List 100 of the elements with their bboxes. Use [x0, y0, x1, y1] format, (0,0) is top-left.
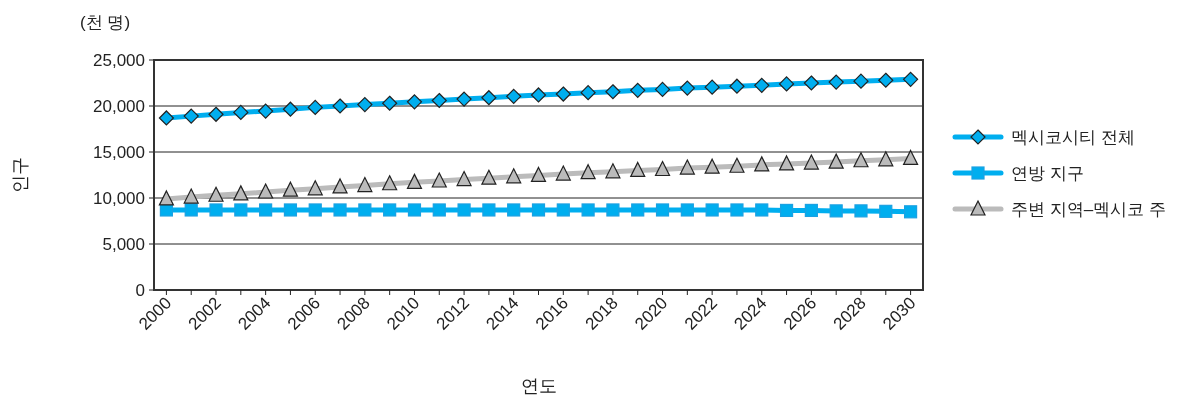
- point: [282, 181, 299, 197]
- point: [530, 166, 547, 183]
- point: [283, 203, 298, 217]
- point: [853, 73, 869, 89]
- point: [258, 103, 274, 119]
- point: [605, 84, 621, 100]
- point: [755, 203, 769, 217]
- point: [282, 101, 299, 117]
- point: [357, 176, 373, 193]
- x-axis-title: 연도: [520, 376, 557, 396]
- point: [432, 203, 446, 217]
- point: [754, 77, 770, 93]
- y-tick-label: 10,000: [93, 189, 145, 208]
- point: [507, 203, 521, 217]
- point: [431, 92, 447, 109]
- point: [679, 80, 695, 96]
- point: [358, 203, 372, 217]
- legend-label: 연방 지구: [1011, 164, 1084, 183]
- point: [531, 203, 546, 217]
- point: [183, 108, 199, 124]
- point: [259, 203, 273, 217]
- point: [729, 157, 745, 173]
- point: [382, 175, 398, 191]
- point: [605, 163, 621, 179]
- text: (천 명): [80, 13, 131, 32]
- point: [654, 160, 671, 177]
- point: [878, 151, 894, 167]
- point: [654, 81, 671, 98]
- point: [158, 190, 174, 206]
- point: [233, 104, 249, 121]
- point: [208, 186, 224, 202]
- point: [679, 159, 695, 175]
- point: [556, 203, 570, 217]
- point: [903, 149, 919, 166]
- y-tick-label: 0: [135, 281, 145, 300]
- point: [705, 203, 719, 217]
- y-tick-label: 5,000: [102, 235, 145, 254]
- point: [482, 203, 496, 217]
- point: [333, 203, 347, 217]
- point: [481, 90, 497, 106]
- point: [382, 95, 398, 111]
- point: [878, 72, 894, 88]
- y-tick-label: 15,000: [93, 143, 145, 162]
- point: [183, 188, 199, 204]
- point: [580, 85, 596, 101]
- point: [406, 94, 423, 110]
- point: [555, 165, 571, 181]
- point: [258, 183, 274, 199]
- point: [332, 98, 348, 114]
- point: [506, 88, 522, 104]
- y-tick-label: 20,000: [93, 97, 145, 116]
- point: [530, 87, 547, 103]
- point: [456, 91, 472, 107]
- point: [828, 74, 844, 90]
- y-axis-title: 인구: [10, 157, 30, 193]
- point: [308, 203, 322, 217]
- point: [307, 180, 323, 196]
- y-tick-label: 25,000: [93, 51, 145, 70]
- point: [406, 173, 423, 189]
- point: [828, 153, 844, 169]
- point: [704, 158, 720, 174]
- point: [778, 155, 795, 171]
- point: [357, 97, 373, 113]
- legend-label: 멕시코시티 전체: [1011, 128, 1135, 147]
- point: [457, 203, 471, 217]
- point: [754, 156, 770, 172]
- point: [158, 110, 174, 126]
- point: [879, 204, 893, 218]
- point: [606, 203, 620, 217]
- point: [234, 203, 248, 217]
- point: [904, 205, 918, 219]
- point: [903, 71, 919, 87]
- point: [209, 203, 223, 217]
- point: [730, 203, 744, 217]
- point: [431, 172, 447, 188]
- point: [853, 152, 869, 168]
- point: [383, 203, 397, 217]
- point: [631, 203, 645, 217]
- point: [481, 169, 497, 185]
- point: [704, 79, 720, 95]
- point: [580, 164, 596, 180]
- point: [307, 99, 323, 115]
- point: [778, 76, 795, 92]
- point: [555, 86, 571, 102]
- point: [208, 106, 224, 122]
- point: [779, 203, 794, 218]
- point: [729, 78, 745, 94]
- point: [407, 203, 422, 217]
- point: [680, 203, 694, 217]
- point: [803, 154, 819, 170]
- legend-label: 주변 지역–멕시코 주: [1011, 200, 1166, 219]
- point: [233, 185, 249, 201]
- point: [630, 161, 646, 177]
- point: [803, 75, 819, 91]
- point: [456, 171, 472, 187]
- point: [506, 168, 522, 184]
- point: [184, 203, 198, 217]
- point: [332, 178, 348, 194]
- point: [581, 203, 595, 217]
- point: [854, 204, 868, 218]
